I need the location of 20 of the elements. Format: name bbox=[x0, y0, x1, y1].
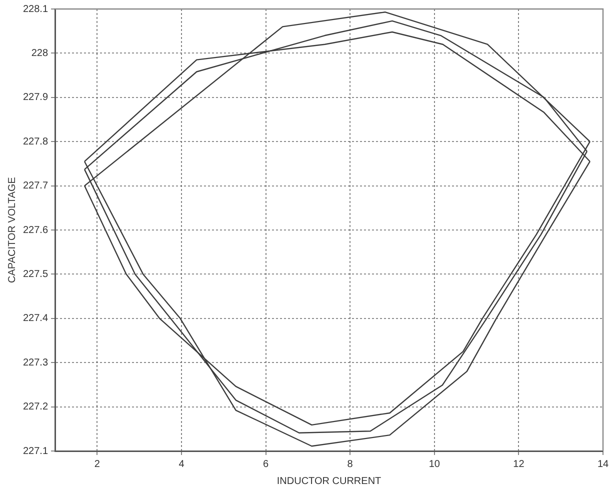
y-tick-label: 228 bbox=[31, 48, 48, 59]
y-tick-label: 227.2 bbox=[22, 402, 48, 413]
y-tick-label: 227.9 bbox=[22, 92, 48, 104]
y-axis-title: CAPACITOR VOLTAGE bbox=[6, 176, 18, 283]
x-tick-label: 12 bbox=[513, 458, 525, 470]
y-tick-label: 228.1 bbox=[22, 4, 48, 15]
x-tick-label: 4 bbox=[178, 458, 185, 470]
x-axis-title: INDUCTOR CURRENT bbox=[276, 476, 382, 487]
x-tick-label: 10 bbox=[428, 458, 440, 470]
y-tick-label: 227.3 bbox=[22, 357, 48, 368]
y-tick-label: 227.7 bbox=[22, 180, 48, 192]
x-tick-label: 6 bbox=[263, 458, 270, 470]
y-tick-label: 227.8 bbox=[22, 136, 48, 148]
x-tick-label: 14 bbox=[597, 458, 609, 470]
y-tick-label: 227.4 bbox=[22, 313, 48, 324]
y-tick-label: 227.1 bbox=[22, 446, 48, 457]
x-tick-label: 8 bbox=[347, 458, 354, 470]
y-tick-label: 227.5 bbox=[22, 268, 48, 280]
y-tick-label: 227.6 bbox=[22, 224, 48, 236]
x-tick-label: 2 bbox=[94, 458, 100, 470]
